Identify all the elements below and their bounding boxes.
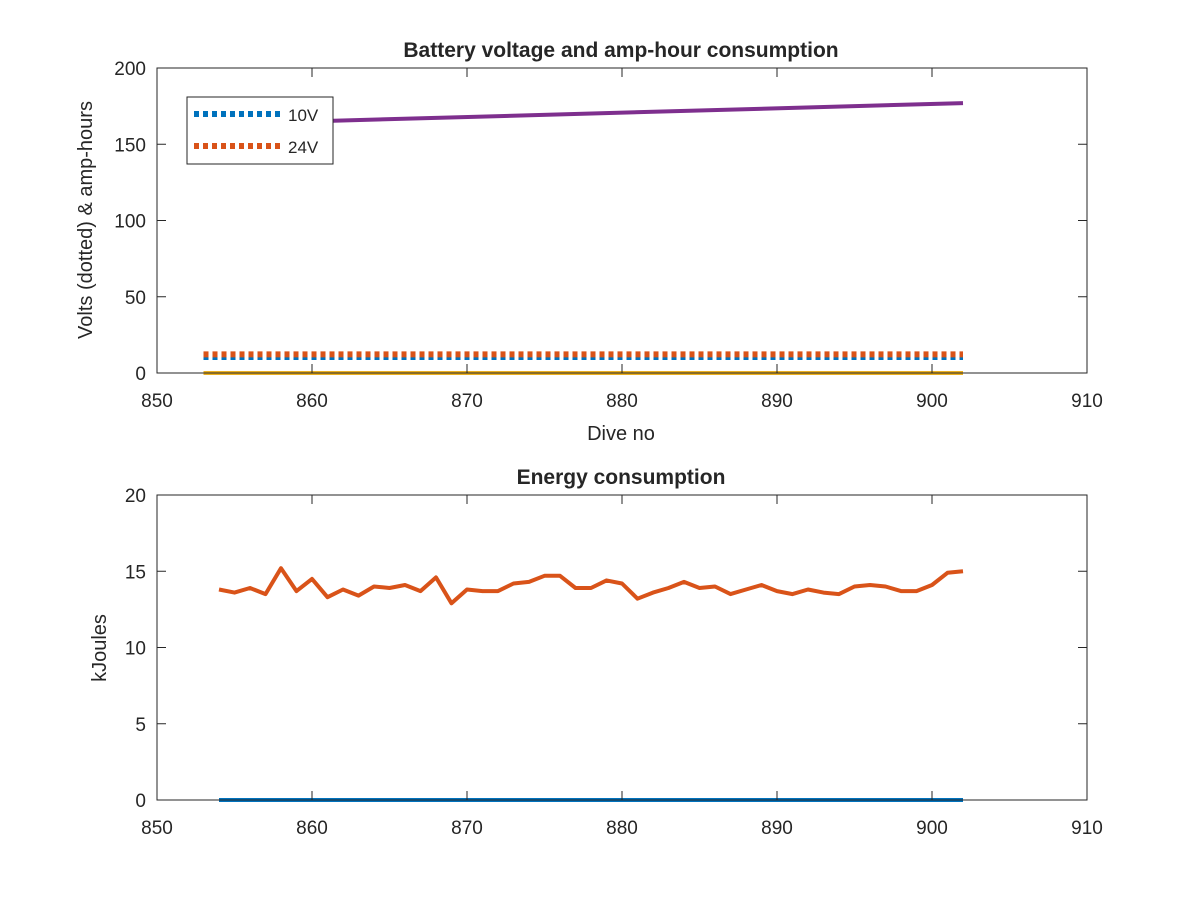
- axes-top: 850 860 870 880 890 900 910 0 50 100 150 200 Batter…: [75, 39, 1103, 445]
- y-tick-label-top: 150: [114, 135, 146, 156]
- x-tick-label-bottom: 860: [296, 818, 328, 839]
- x-tick-label-bottom: 900: [916, 818, 948, 839]
- x-tick-label-top: 900: [916, 391, 948, 412]
- x-tick-label-bottom: 910: [1071, 818, 1103, 839]
- x-tick-label-top: 890: [761, 391, 793, 412]
- y-tick-label-bottom: 20: [125, 486, 146, 507]
- legend-box: [186, 96, 334, 165]
- chart-title-bottom: Energy consumption: [517, 466, 726, 489]
- ticks-top: 850 860 870 880 890 900 910 0 50 100 150 200: [114, 59, 1103, 412]
- series-line-bottom-1: [218, 566, 964, 606]
- legend-entry-24v: 24V: [288, 138, 319, 157]
- y-axis-label-top: Volts (dotted) & amp-hours: [75, 101, 97, 339]
- x-axis-label-top: Dive no: [587, 423, 655, 445]
- x-tick-label-bottom: 850: [141, 818, 173, 839]
- y-tick-label-top: 50: [125, 288, 146, 309]
- y-tick-label-top: 100: [114, 212, 146, 233]
- x-tick-label-top: 860: [296, 391, 328, 412]
- y-tick-label-bottom: 15: [125, 562, 146, 583]
- axes-box-bottom: [156, 494, 1088, 801]
- axes-box-top: [156, 67, 1088, 374]
- y-axis-label-bottom: kJoules: [89, 614, 111, 682]
- y-tick-label-bottom: 5: [135, 715, 146, 736]
- y-tick-label-top: 200: [114, 59, 146, 80]
- y-tick-label-bottom: 0: [135, 791, 146, 812]
- x-tick-label-bottom: 870: [451, 818, 483, 839]
- x-tick-label-top: 850: [141, 391, 173, 412]
- axes-bottom: 850 860 870 880 890 900 910 0 5 10 15 20 Energy con…: [89, 466, 1103, 839]
- x-tick-label-bottom: 880: [606, 818, 638, 839]
- plot-area-bottom: [157, 495, 1087, 800]
- x-tick-label-top: 870: [451, 391, 483, 412]
- legend: 10V 24V: [186, 96, 334, 165]
- legend-entry-10v: 10V: [288, 106, 319, 125]
- chart-title-top: Battery voltage and amp-hour consumption: [403, 39, 838, 62]
- x-tick-label-bottom: 890: [761, 818, 793, 839]
- y-tick-label-top: 0: [135, 364, 146, 385]
- ticks-bottom: 850 860 870 880 890 900 910 0 5 10 15 20: [125, 486, 1103, 839]
- x-tick-label-top: 910: [1071, 391, 1103, 412]
- x-tick-label-top: 880: [606, 391, 638, 412]
- y-tick-label-bottom: 10: [125, 639, 146, 660]
